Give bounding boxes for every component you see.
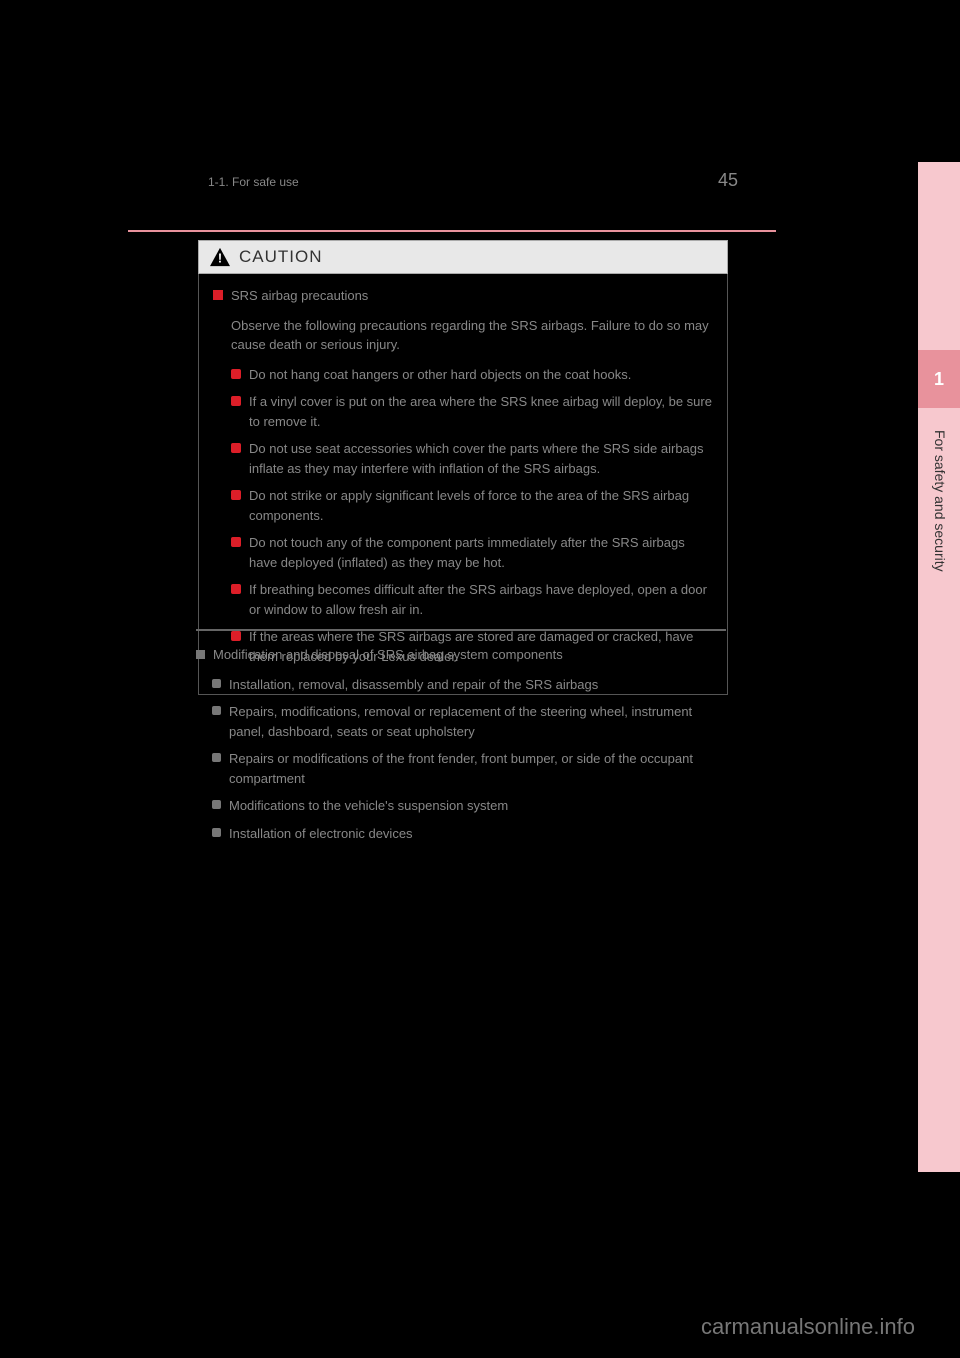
side-label: For safety and security <box>932 430 948 572</box>
bullet-text: Do not touch any of the component parts … <box>249 533 713 572</box>
notice-bullet: Modifications to the vehicle's suspensio… <box>212 796 726 816</box>
red-square-icon <box>213 290 223 300</box>
bullet-text: If a vinyl cover is put on the area wher… <box>249 392 713 431</box>
bullet-text: Do not strike or apply significant level… <box>249 486 713 525</box>
bullet-text: Do not use seat accessories which cover … <box>249 439 713 478</box>
gray-bullet-icon <box>212 800 221 809</box>
bullet-text: Do not hang coat hangers or other hard o… <box>249 365 713 385</box>
page-number: 45 <box>718 170 738 191</box>
notice-bullet: Repairs or modifications of the front fe… <box>212 749 726 788</box>
watermark: carmanualsonline.info <box>701 1314 915 1340</box>
bullet-text: If breathing becomes difficult after the… <box>249 580 713 619</box>
caution-box: ! CAUTION SRS airbag precautions Observe… <box>198 240 728 695</box>
gray-square-icon <box>196 650 205 659</box>
caution-bullet: Do not strike or apply significant level… <box>231 486 713 525</box>
red-bullet-icon <box>231 443 241 453</box>
bullet-text: Repairs, modifications, removal or repla… <box>229 702 726 741</box>
bullet-text: Repairs or modifications of the front fe… <box>229 749 726 788</box>
caution-bullet: Do not use seat accessories which cover … <box>231 439 713 478</box>
side-tab <box>918 162 960 1172</box>
red-bullet-icon <box>231 369 241 379</box>
caution-bullet: Do not hang coat hangers or other hard o… <box>231 365 713 385</box>
svg-text:!: ! <box>218 250 222 265</box>
chapter-indicator: 1 <box>918 350 960 408</box>
warning-triangle-icon: ! <box>209 247 231 267</box>
gray-bullet-icon <box>212 706 221 715</box>
red-bullet-icon <box>231 490 241 500</box>
caution-bullet: If breathing becomes difficult after the… <box>231 580 713 619</box>
notice-section-title-text: Modification and disposal of SRS airbag … <box>213 647 563 662</box>
section-path: 1-1. For safe use <box>208 175 299 189</box>
red-bullet-icon <box>231 584 241 594</box>
red-bullet-icon <box>231 396 241 406</box>
caution-header: ! CAUTION <box>198 240 728 274</box>
caution-intro: Observe the following precautions regard… <box>231 316 713 355</box>
bullet-text: Modifications to the vehicle's suspensio… <box>229 796 726 816</box>
page-content: 45 1-1. For safe use ! CAUTION SRS airba… <box>128 162 778 1172</box>
notice-section: Modification and disposal of SRS airbag … <box>196 629 726 851</box>
bullet-text: Installation, removal, disassembly and r… <box>229 675 726 695</box>
chapter-number: 1 <box>934 369 944 390</box>
gray-bullet-icon <box>212 828 221 837</box>
notice-section-title: Modification and disposal of SRS airbag … <box>196 645 726 665</box>
divider-line <box>128 230 776 232</box>
notice-bullet: Repairs, modifications, removal or repla… <box>212 702 726 741</box>
caution-title: CAUTION <box>239 247 323 267</box>
gray-bullet-icon <box>212 679 221 688</box>
gray-bullet-icon <box>212 753 221 762</box>
caution-section-title: SRS airbag precautions <box>213 286 713 306</box>
caution-section-title-text: SRS airbag precautions <box>231 288 368 303</box>
bullet-text: Installation of electronic devices <box>229 824 726 844</box>
red-bullet-icon <box>231 537 241 547</box>
caution-bullet: If a vinyl cover is put on the area wher… <box>231 392 713 431</box>
notice-bullet: Installation, removal, disassembly and r… <box>212 675 726 695</box>
notice-bullet: Installation of electronic devices <box>212 824 726 844</box>
caution-bullet: Do not touch any of the component parts … <box>231 533 713 572</box>
